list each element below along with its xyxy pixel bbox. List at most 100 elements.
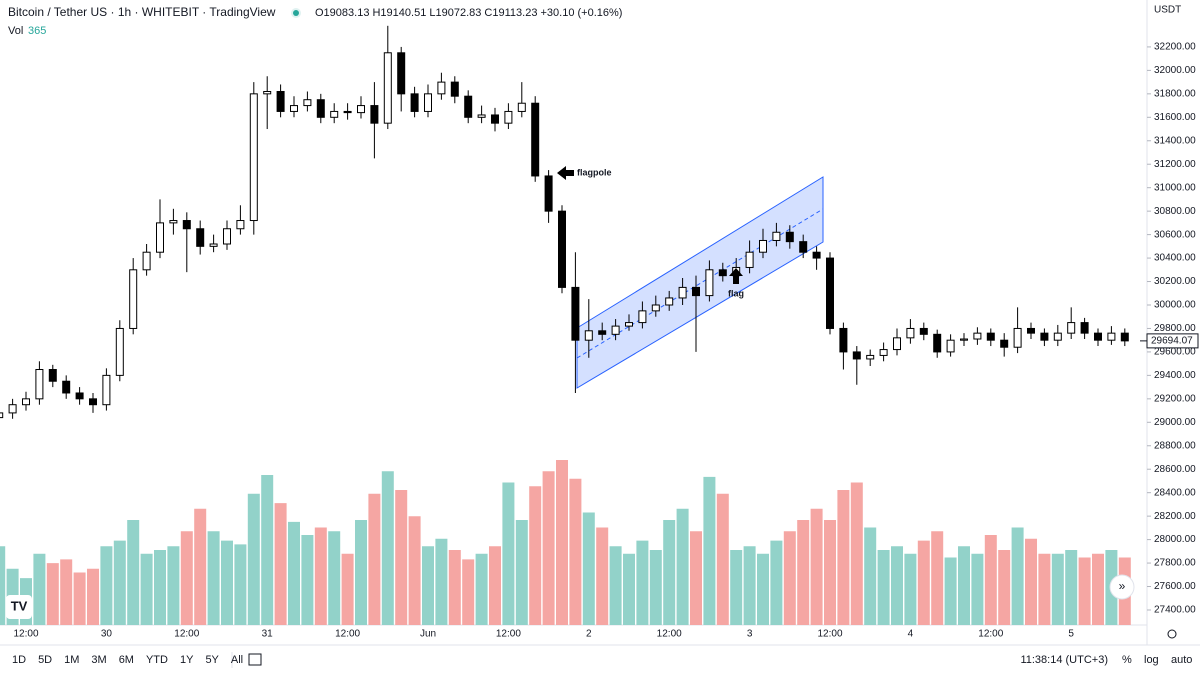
volume-bar xyxy=(690,531,702,625)
candle-body xyxy=(1067,322,1076,334)
candle-body xyxy=(249,93,258,222)
candle-body xyxy=(316,99,325,118)
volume-bar xyxy=(381,471,394,625)
candle-body xyxy=(1120,332,1129,342)
volume-bar xyxy=(1038,553,1051,625)
y-tick-label: 28200.00 xyxy=(1154,511,1196,522)
candle-body xyxy=(491,114,499,124)
candle-body xyxy=(879,349,888,356)
x-tick-label: 12:00 xyxy=(496,629,521,640)
volume-bar xyxy=(73,572,86,625)
log-toggle[interactable]: log xyxy=(1144,654,1159,666)
candle-body xyxy=(1053,332,1062,341)
y-tick-label: 32000.00 xyxy=(1154,65,1196,76)
volume-bar xyxy=(891,546,903,625)
x-tick-label: 12:00 xyxy=(657,629,682,640)
y-tick-label: 27400.00 xyxy=(1154,605,1196,616)
volume-bar xyxy=(489,546,501,625)
volume-bar xyxy=(314,527,327,625)
volume-bar xyxy=(341,553,354,625)
range-button[interactable]: All xyxy=(231,654,243,666)
y-tick-label: 32200.00 xyxy=(1154,42,1196,53)
volume-bar xyxy=(609,546,622,625)
auto-toggle[interactable]: auto xyxy=(1171,654,1192,666)
candle-body xyxy=(22,398,30,406)
volume-bar xyxy=(850,482,863,625)
candle-body xyxy=(263,90,272,95)
settings-icon[interactable] xyxy=(1167,629,1177,639)
range-button[interactable]: 3M xyxy=(91,654,106,666)
candle-body xyxy=(1040,332,1049,341)
status-dot xyxy=(293,10,299,16)
candle-body xyxy=(89,398,97,406)
x-tick-label: 12:00 xyxy=(817,629,842,640)
candle-body xyxy=(544,175,553,212)
volume-bar xyxy=(515,520,528,625)
candle-body xyxy=(0,412,4,419)
y-tick-label: 28400.00 xyxy=(1154,487,1196,498)
y-tick-label: 31400.00 xyxy=(1154,135,1196,146)
volume-bar xyxy=(261,475,274,625)
range-button[interactable]: YTD xyxy=(146,654,168,666)
volume-bar xyxy=(1011,527,1024,625)
candle-body xyxy=(531,102,540,177)
candle-body xyxy=(906,327,915,339)
scroll-icon[interactable]: » xyxy=(1119,579,1126,593)
candle-body xyxy=(464,95,473,118)
x-tick-label: 4 xyxy=(908,629,914,640)
candle-body xyxy=(1013,327,1022,348)
volume-bar xyxy=(288,521,300,625)
y-tick-label: 31200.00 xyxy=(1154,159,1196,170)
channel-midline xyxy=(576,208,824,359)
percent-toggle[interactable]: % xyxy=(1122,654,1132,666)
y-tick-label: 30200.00 xyxy=(1154,276,1196,287)
range-button[interactable]: 6M xyxy=(119,654,134,666)
x-tick-label: 30 xyxy=(101,629,113,640)
range-button[interactable]: 1M xyxy=(64,654,79,666)
candle-body xyxy=(625,322,633,327)
volume-bar xyxy=(582,512,595,625)
volume-bar xyxy=(824,520,836,625)
volume-bar xyxy=(649,550,662,625)
candle-body xyxy=(973,332,982,340)
scroll-button[interactable] xyxy=(1109,574,1135,600)
candle-body xyxy=(504,110,513,124)
x-tick-label: 12:00 xyxy=(13,629,38,640)
x-tick-label: 31 xyxy=(262,629,274,640)
date-range-icon[interactable] xyxy=(248,653,262,666)
clock: 11:38:14 (UTC+3) xyxy=(1020,654,1108,666)
x-tick-label: Jun xyxy=(420,629,436,640)
last-price-box xyxy=(1146,333,1199,349)
y-tick-label: 29600.00 xyxy=(1154,347,1196,358)
candle-body xyxy=(611,325,620,335)
range-button[interactable]: 5Y xyxy=(205,654,219,666)
volume-label: Vol xyxy=(8,25,23,37)
volume-bar xyxy=(301,535,314,625)
candle-body xyxy=(571,286,580,341)
last-price-label: 29694.07 xyxy=(1151,336,1193,347)
volume-bar xyxy=(234,544,247,625)
flagpole-arrow xyxy=(557,166,574,180)
candle-body xyxy=(1027,327,1035,334)
y-tick-label: 30400.00 xyxy=(1154,253,1196,264)
volume-bar xyxy=(408,516,421,625)
candle-body xyxy=(1000,339,1009,348)
candle-body xyxy=(156,222,164,253)
volume-bar xyxy=(716,493,729,625)
candle-body xyxy=(209,243,218,247)
volume-bar xyxy=(958,546,970,625)
candle-body xyxy=(102,374,111,406)
candle-body xyxy=(705,269,714,297)
range-button[interactable]: 5D xyxy=(38,654,52,666)
candle-body xyxy=(933,333,942,353)
candle-body xyxy=(223,228,231,245)
range-button[interactable]: 1Y xyxy=(180,654,194,666)
candle-body xyxy=(946,339,955,353)
volume-bar xyxy=(569,478,582,625)
volume-bar xyxy=(207,531,220,625)
candle-body xyxy=(424,93,432,112)
x-tick-label: 12:00 xyxy=(335,629,360,640)
volume-bar xyxy=(984,535,997,625)
candle-body xyxy=(196,228,205,247)
range-button[interactable]: 1D xyxy=(12,654,26,666)
